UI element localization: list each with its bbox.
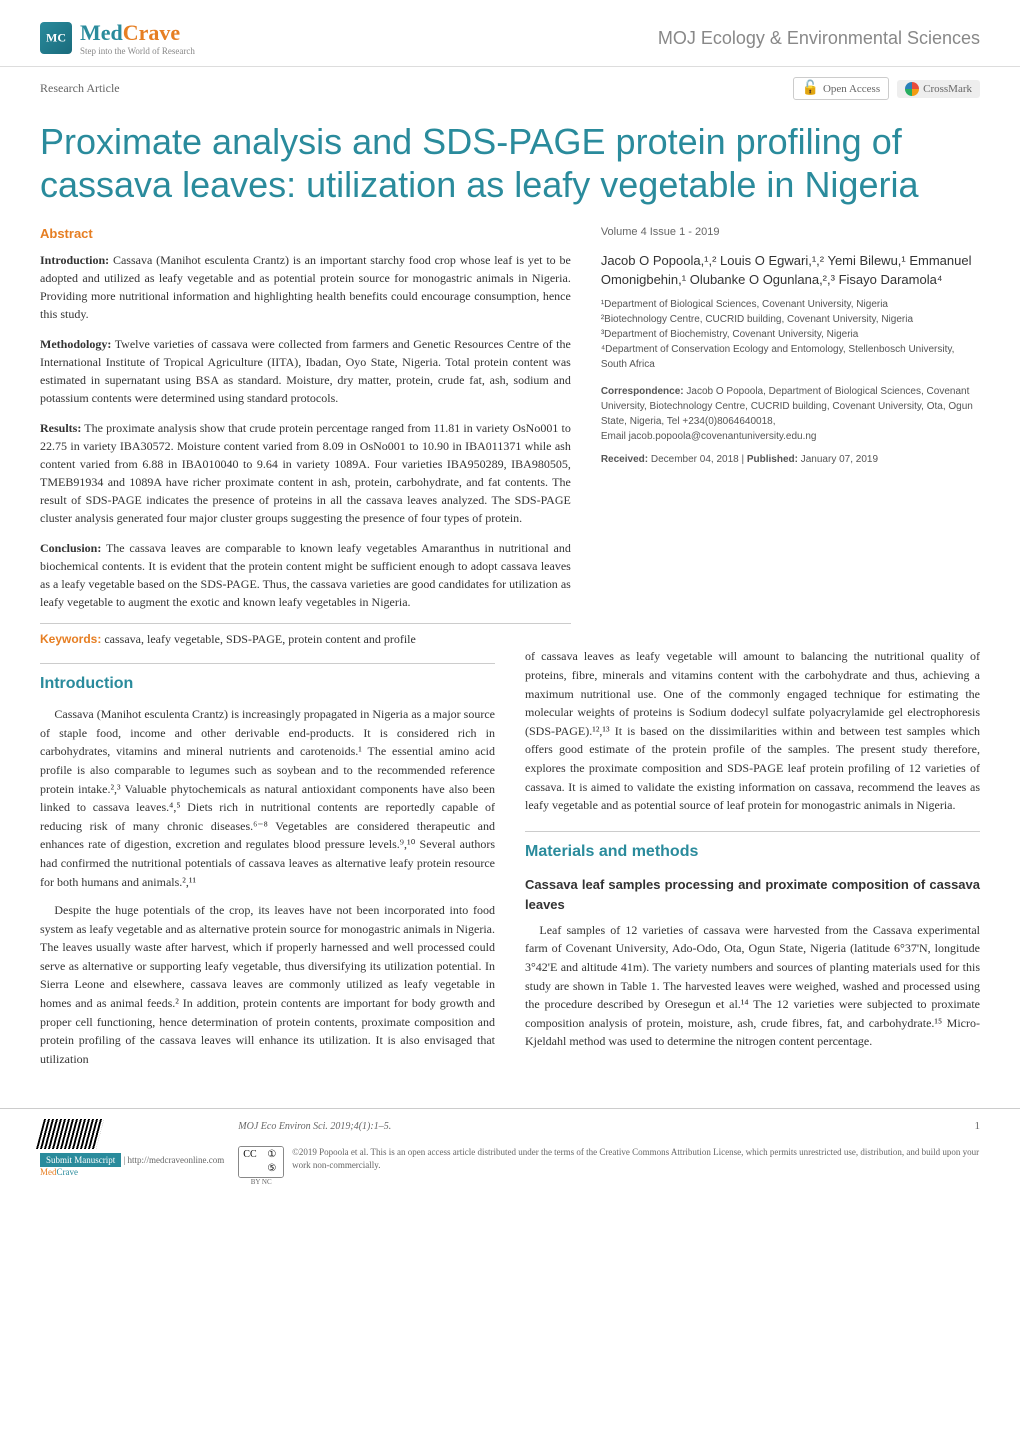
body-columns: Introduction Cassava (Manihot esculenta … [0, 647, 1020, 1078]
affiliation-2: ²Biotechnology Centre, CUCRID building, … [601, 312, 980, 327]
abstract-intro-label: Introduction: [40, 253, 109, 267]
abstract-intro-text: Cassava (Manihot esculenta Crantz) is an… [40, 253, 571, 321]
abstract-intro: Introduction: Cassava (Manihot esculenta… [40, 251, 571, 323]
intro-paragraph-1: Cassava (Manihot esculenta Crantz) is in… [40, 705, 495, 891]
footer-left: Submit Manuscript | http://medcraveonlin… [40, 1119, 224, 1177]
openaccess-badge[interactable]: 🔓 Open Access [793, 77, 890, 100]
methods-heading: Materials and methods [525, 831, 980, 865]
abstract-author-row: Abstract Introduction: Cassava (Manihot … [0, 226, 1020, 647]
keywords-text: cassava, leafy vegetable, SDS-PAGE, prot… [101, 632, 415, 646]
page-footer: Submit Manuscript | http://medcraveonlin… [0, 1108, 1020, 1208]
intro-paragraph-2: Despite the huge potentials of the crop,… [40, 901, 495, 1068]
logo-text-block: MedCrave Step into the World of Research [80, 20, 195, 56]
crossmark-badge[interactable]: CrossMark [897, 80, 980, 98]
methods-subheading: Cassava leaf samples processing and prox… [525, 875, 980, 915]
abstract-method-text: Twelve varieties of cassava were collect… [40, 337, 571, 405]
barcode-icon [36, 1119, 104, 1149]
correspondence-email: Email jacob.popoola@covenantuniversity.e… [601, 429, 980, 444]
medcrave-small: MedCrave [40, 1167, 224, 1177]
cc-text: ©2019 Popoola et al. This is an open acc… [292, 1146, 980, 1171]
body-col-right: of cassava leaves as leafy vegetable wil… [525, 647, 980, 1078]
crossmark-icon [905, 82, 919, 96]
page-number: 1 [975, 1119, 981, 1134]
methods-paragraph-1: Leaf samples of 12 varieties of cassava … [525, 921, 980, 1051]
published-date: January 07, 2019 [798, 454, 878, 465]
logo-crave: Crave [123, 20, 180, 45]
correspondence: Correspondence: Jacob O Popoola, Departm… [601, 384, 980, 444]
logo-med: Med [80, 20, 123, 45]
cc-badge-block: CC ① ⑤ BY NC [238, 1146, 284, 1188]
page-header: MedCrave Step into the World of Research… [0, 0, 1020, 67]
keywords: Keywords: cassava, leafy vegetable, SDS-… [40, 623, 571, 647]
abstract-methodology: Methodology: Twelve varieties of cassava… [40, 335, 571, 407]
journal-name: MOJ Ecology & Environmental Sciences [658, 28, 980, 49]
cc-label: BY NC [238, 1178, 284, 1188]
crossmark-label: CrossMark [923, 83, 972, 95]
abstract-results-label: Results: [40, 421, 81, 435]
cc-icons: ① ⑤ [261, 1147, 283, 1177]
abstract-column: Abstract Introduction: Cassava (Manihot … [40, 226, 571, 647]
footer-center: MOJ Eco Environ Sci. 2019;4(1):1–5. 1 CC… [238, 1119, 980, 1188]
abstract-heading: Abstract [40, 226, 571, 241]
logo-tagline: Step into the World of Research [80, 46, 195, 56]
citation: MOJ Eco Environ Sci. 2019;4(1):1–5. [238, 1120, 391, 1134]
affiliations: ¹Department of Biological Sciences, Cove… [601, 297, 980, 372]
openaccess-label: Open Access [823, 83, 880, 95]
logo-text: MedCrave [80, 20, 195, 46]
submit-manuscript-button[interactable]: Submit Manuscript [40, 1153, 121, 1167]
introduction-heading: Introduction [40, 663, 495, 697]
meta-row: Research Article 🔓 Open Access CrossMark [0, 67, 1020, 110]
publication-dates: Received: December 04, 2018 | Published:… [601, 454, 980, 465]
abstract-conclusion-label: Conclusion: [40, 541, 101, 555]
abstract-conclusion: Conclusion: The cassava leaves are compa… [40, 539, 571, 611]
abstract-results-text: The proximate analysis show that crude p… [40, 421, 571, 525]
affiliation-4: ⁴Department of Conservation Ecology and … [601, 342, 980, 372]
logo-area: MedCrave Step into the World of Research [40, 20, 195, 56]
author-sidebar: Volume 4 Issue 1 - 2019 Jacob O Popoola,… [601, 226, 980, 647]
authors: Jacob O Popoola,¹,² Louis O Egwari,¹,² Y… [601, 252, 980, 288]
received-label: Received: [601, 454, 648, 465]
cc-badge: CC ① ⑤ [238, 1146, 284, 1178]
received-date: December 04, 2018 | [648, 454, 747, 465]
volume-info: Volume 4 Issue 1 - 2019 [601, 226, 980, 238]
lock-icon: 🔓 [802, 80, 819, 97]
correspondence-label: Correspondence: [601, 386, 684, 397]
article-title: Proximate analysis and SDS-PAGE protein … [0, 110, 1020, 226]
logo-icon [40, 22, 72, 54]
abstract-method-label: Methodology: [40, 337, 111, 351]
affiliation-1: ¹Department of Biological Sciences, Cove… [601, 297, 980, 312]
body-col-left: Introduction Cassava (Manihot esculenta … [40, 647, 495, 1078]
badges: 🔓 Open Access CrossMark [793, 77, 980, 100]
submit-row: Submit Manuscript | http://medcraveonlin… [40, 1153, 224, 1167]
abstract-results: Results: The proximate analysis show tha… [40, 419, 571, 527]
affiliation-3: ³Department of Biochemistry, Covenant Un… [601, 327, 980, 342]
intro-paragraph-3: of cassava leaves as leafy vegetable wil… [525, 647, 980, 814]
submit-link: | http://medcraveonline.com [121, 1155, 224, 1165]
abstract-conclusion-text: The cassava leaves are comparable to kno… [40, 541, 571, 609]
article-type: Research Article [40, 81, 120, 96]
keywords-label: Keywords: [40, 632, 101, 646]
cc-cc: CC [239, 1147, 260, 1177]
published-label: Published: [747, 454, 798, 465]
